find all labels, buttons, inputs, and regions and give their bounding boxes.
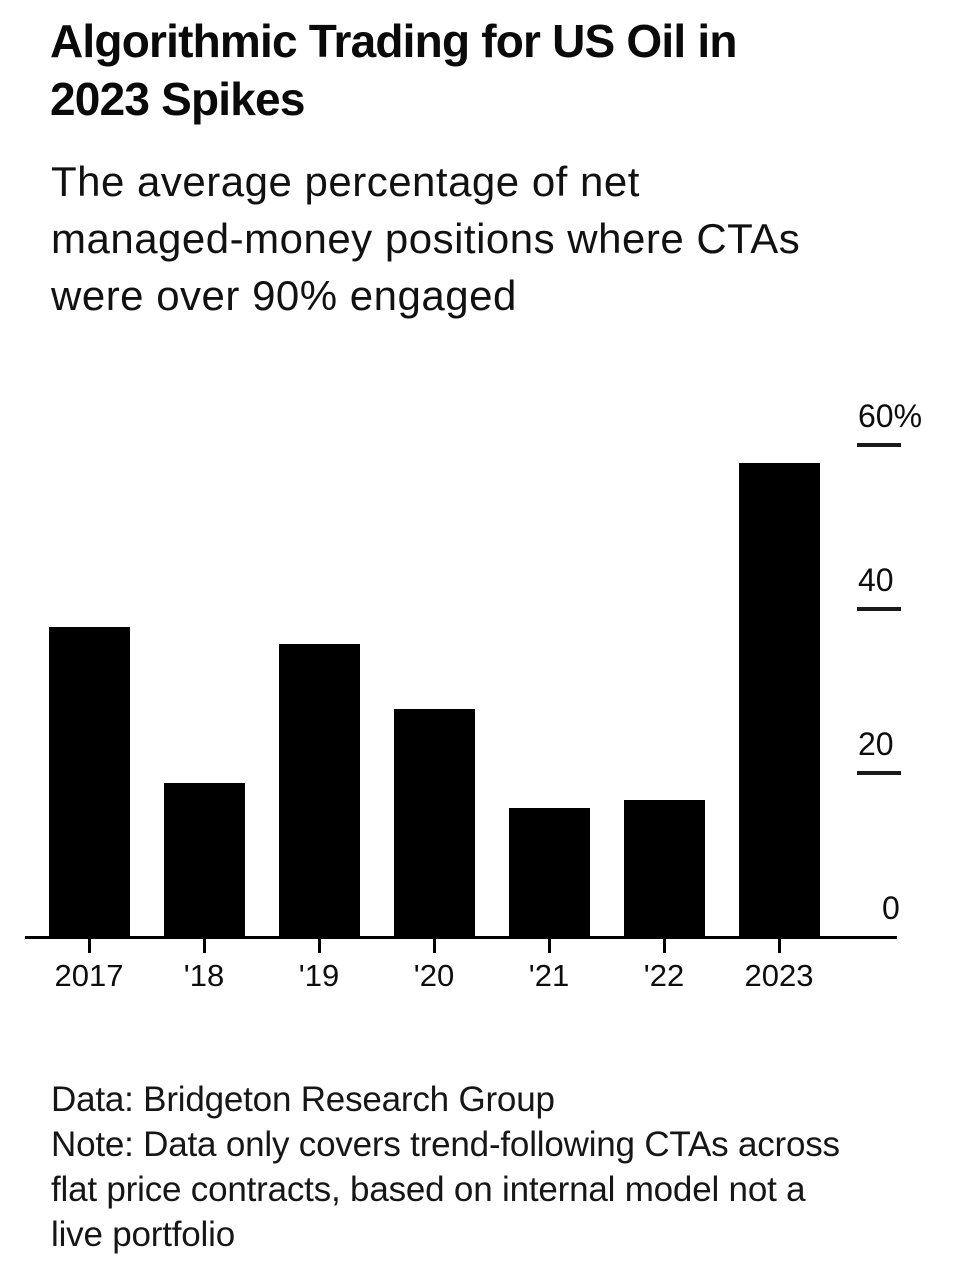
x-axis-tick-19 (317, 939, 321, 953)
footer-note-line-3: live portfolio (51, 1215, 235, 1254)
y-axis-tick-40 (857, 607, 901, 611)
y-axis-label-0: 0 (882, 890, 900, 926)
y-axis-label-40: 40 (858, 562, 894, 598)
y-axis-label-60: 60% (858, 398, 923, 434)
chart-footer: Data: Bridgeton Research Group Note: Dat… (51, 1077, 840, 1257)
x-axis-label-18: '18 (183, 958, 225, 993)
chart-subtitle-line-2: managed-money positions where CTAs (51, 215, 801, 262)
x-axis-label-19: '19 (298, 958, 340, 993)
x-axis-label-20: '20 (413, 958, 455, 993)
bar-21 (508, 808, 590, 939)
x-axis-tick-20 (432, 939, 436, 953)
y-axis-tick-60 (857, 443, 901, 447)
chart-subtitle-line-1: The average percentage of net (51, 158, 640, 205)
y-axis-tick-20 (857, 771, 901, 775)
chart-subtitle-line-3: were over 90% engaged (51, 272, 517, 319)
x-axis-tick-22 (662, 939, 666, 953)
bar-20 (393, 709, 475, 939)
y-axis-label-20: 20 (858, 726, 894, 762)
footer-source: Data: Bridgeton Research Group (51, 1080, 555, 1119)
x-axis-tick-21 (547, 939, 551, 953)
bar-22 (623, 800, 705, 939)
footer-note-line-1: Note: Data only covers trend-following C… (51, 1125, 840, 1164)
x-axis-tick-2023 (777, 939, 781, 953)
bar-18 (163, 783, 245, 939)
bar-chart: 2017 '18 '19 '20 '21 '22 2023 60% 40 20 0 (25, 398, 923, 993)
footer-note-line-2: flat price contracts, based on internal … (51, 1170, 806, 1209)
x-axis-tick-18 (202, 939, 206, 953)
chart-title-line-1: Algorithmic Trading for US Oil in (50, 15, 737, 67)
x-axis-label-2017: 2017 (54, 958, 124, 993)
x-axis-label-2023: 2023 (744, 958, 814, 993)
x-axis-label-21: '21 (528, 958, 570, 993)
chart-title: Algorithmic Trading for US Oil in 2023 S… (50, 12, 737, 128)
bar-2017 (48, 627, 130, 939)
chart-title-line-2: 2023 Spikes (50, 73, 305, 125)
x-axis-label-22: '22 (643, 958, 685, 993)
chart-subtitle: The average percentage of net managed-mo… (51, 153, 800, 324)
bar-2023 (738, 463, 820, 939)
x-axis-tick-2017 (87, 939, 91, 953)
bar-19 (278, 644, 360, 939)
